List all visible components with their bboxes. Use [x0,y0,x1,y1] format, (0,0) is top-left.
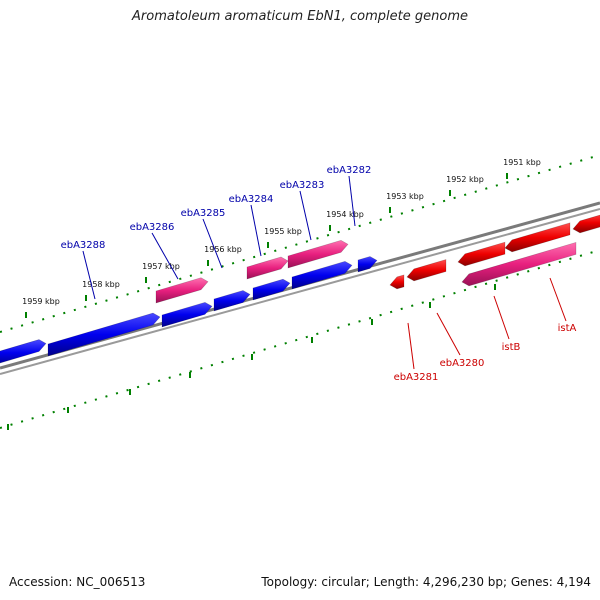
tick-label: 1957 kbp [142,262,180,271]
leader-line [151,232,179,280]
leader-line [407,322,415,370]
pseudogene-arrow [287,240,349,269]
pseudogene-arrow [246,256,289,280]
gene-arrow [406,259,447,282]
leader-line [549,277,567,322]
gene-arrow [572,214,600,234]
gene-arrow [457,241,506,267]
accession-value: NC_006513 [76,575,146,589]
leader-line [436,312,461,356]
page-title: Aromatoleum aromaticum EbN1, complete ge… [132,9,468,24]
forward-gene-label: ebA3285 [181,208,226,219]
forward-gene-label: ebA3283 [280,180,325,191]
tick-label: 1954 kbp [326,210,364,219]
accession-label: Accession: [9,575,73,589]
reverse-gene-label: ebA3281 [394,372,439,383]
forward-gene-label: ebA3284 [229,194,274,205]
leader-line [82,250,96,300]
genome-summary: Topology: circular; Length: 4,296,230 bp… [261,575,591,589]
tick-marks: 1951 kbp 1952 kbp 1953 kbp 1954 kbp 1955 kbp… [7,158,541,430]
gene-arrow [252,278,291,301]
gene-arrow [213,290,251,312]
tick-label: 1953 kbp [386,192,424,201]
gene-arrow [504,222,571,253]
forward-gene-label: ebA3282 [327,165,372,176]
tick-label: 1955 kbp [264,227,302,236]
gene-arrow [389,274,405,290]
reverse-gene-label: istB [502,342,521,353]
leader-line [202,218,223,269]
genes [0,214,600,364]
gene-arrow [47,312,161,357]
tick-label: 1959 kbp [22,297,60,306]
gene-arrow [0,339,47,364]
forward-gene-label: ebA3288 [61,240,106,251]
gene-arrow [291,261,353,290]
tick-label: 1951 kbp [503,158,541,167]
accession-line: Accession: NC_006513 [9,575,145,589]
reverse-gene-label: istA [558,323,577,334]
reverse-gene-label: ebA3280 [440,358,485,369]
leader-line [250,204,262,257]
tick-label: 1958 kbp [82,280,120,289]
backbone-inner [0,208,600,375]
pseudogene-arrow [461,241,577,287]
tick-label: 1952 kbp [446,175,484,184]
leader-line [493,295,510,340]
leader-line [299,190,312,241]
tick-label: 1956 kbp [204,245,242,254]
leader-line [348,175,356,227]
forward-gene-label: ebA3286 [130,222,175,233]
gene-arrow [161,301,213,328]
pseudogene-arrow [155,277,209,304]
gene-arrow [357,256,378,273]
